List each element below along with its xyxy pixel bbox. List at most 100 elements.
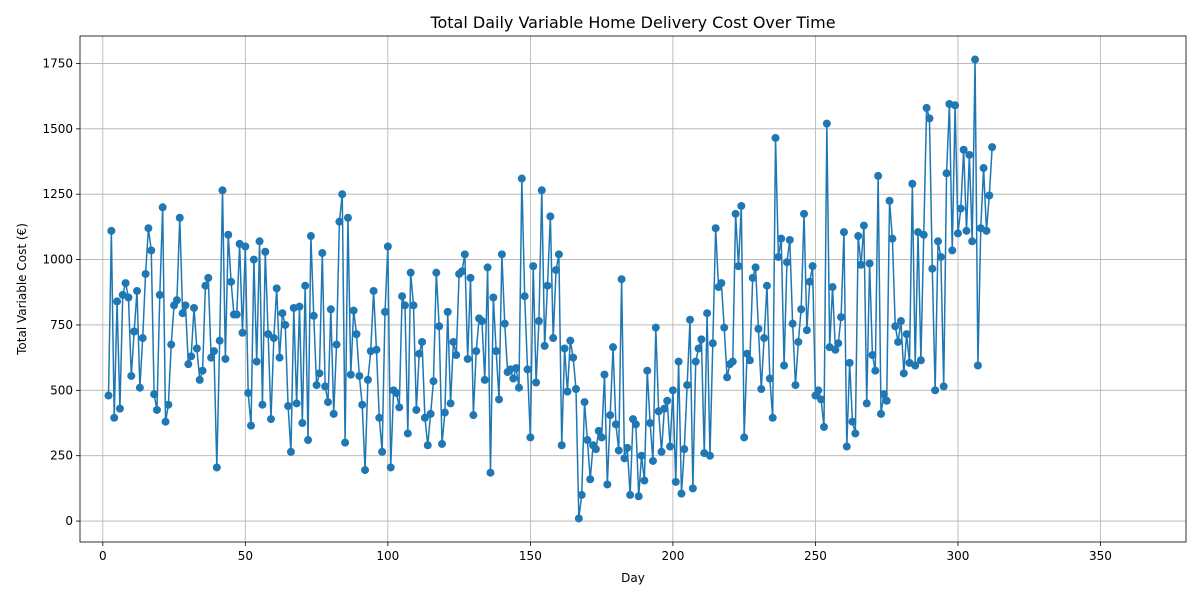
data-point: [594, 426, 603, 435]
x-tick-label: 300: [947, 549, 970, 563]
y-axis-label: Total Variable Cost (€): [15, 223, 29, 356]
data-point: [138, 334, 147, 343]
data-point: [195, 375, 204, 384]
data-point: [121, 279, 130, 288]
data-point: [554, 250, 563, 259]
data-point: [355, 371, 364, 380]
data-point: [232, 310, 241, 319]
data-point: [144, 224, 153, 233]
data-point: [888, 234, 897, 243]
data-point: [782, 258, 791, 267]
x-tick-label: 350: [1089, 549, 1112, 563]
data-point: [423, 441, 432, 450]
data-point: [158, 203, 167, 212]
data-point: [301, 281, 310, 290]
data-point: [894, 337, 903, 346]
data-point: [694, 344, 703, 353]
data-point: [113, 297, 122, 306]
data-point: [532, 378, 541, 387]
data-point: [683, 381, 692, 390]
y-tick-label: 1000: [42, 253, 73, 267]
data-point: [611, 420, 620, 429]
data-point: [571, 385, 580, 394]
data-point: [252, 357, 261, 366]
data-point: [908, 179, 917, 188]
data-point: [942, 169, 951, 178]
data-point: [480, 375, 489, 384]
data-point: [723, 373, 732, 382]
data-point: [275, 353, 284, 362]
data-point: [190, 303, 199, 312]
data-point: [857, 260, 866, 269]
data-point: [363, 375, 372, 384]
data-point: [415, 349, 424, 358]
data-point: [859, 221, 868, 230]
data-point: [851, 429, 860, 438]
data-point: [979, 164, 988, 173]
data-point: [899, 369, 908, 378]
data-point: [306, 232, 315, 241]
data-point: [204, 273, 213, 282]
data-point: [286, 447, 295, 456]
data-point: [537, 186, 546, 195]
data-point: [509, 374, 518, 383]
data-point: [765, 374, 774, 383]
data-point: [922, 103, 931, 112]
data-point: [951, 101, 960, 110]
data-point: [845, 358, 854, 367]
data-point: [671, 477, 680, 486]
data-point: [495, 395, 504, 404]
data-point: [398, 292, 407, 301]
data-point: [438, 439, 447, 448]
data-point: [648, 456, 657, 465]
data-point: [711, 224, 720, 233]
data-point: [948, 246, 957, 255]
data-point: [876, 409, 885, 418]
data-point: [241, 242, 250, 251]
data-point: [728, 357, 737, 366]
data-point: [660, 404, 669, 413]
data-point: [127, 371, 136, 380]
data-point: [406, 268, 415, 277]
data-point: [674, 357, 683, 366]
data-point: [520, 292, 529, 301]
grid: [80, 36, 1186, 542]
data-point: [432, 268, 441, 277]
data-point: [982, 226, 991, 235]
data-point: [651, 323, 660, 332]
data-point: [440, 408, 449, 417]
data-point: [817, 395, 826, 404]
data-point: [574, 514, 583, 523]
data-point: [745, 356, 754, 365]
data-point: [215, 336, 224, 345]
data-point: [780, 361, 789, 370]
data-point: [569, 353, 578, 362]
data-point: [686, 315, 695, 324]
data-point: [663, 396, 672, 405]
data-point: [740, 433, 749, 442]
data-point: [848, 417, 857, 426]
data-point: [361, 466, 370, 475]
y-axis: 0 250 500 750 1000 1250 1500 1750: [42, 56, 80, 528]
data-point: [227, 277, 236, 286]
data-point: [680, 445, 689, 454]
data-point: [247, 421, 256, 430]
data-point: [147, 246, 156, 255]
x-tick-label: 250: [804, 549, 827, 563]
data-point: [386, 463, 395, 472]
data-point: [321, 382, 330, 391]
data-point: [734, 262, 743, 271]
data-point: [988, 143, 997, 152]
data-point: [637, 451, 646, 460]
data-point: [865, 259, 874, 268]
data-point: [224, 230, 233, 239]
data-point: [768, 413, 777, 422]
data-point: [181, 301, 190, 310]
x-axis: 0 50 100 150 200 250 300 350: [99, 542, 1112, 563]
data-point: [962, 226, 971, 235]
data-point: [871, 366, 880, 375]
data-point: [762, 281, 771, 290]
data-point: [973, 361, 982, 370]
data-point: [668, 386, 677, 395]
data-point: [315, 369, 324, 378]
